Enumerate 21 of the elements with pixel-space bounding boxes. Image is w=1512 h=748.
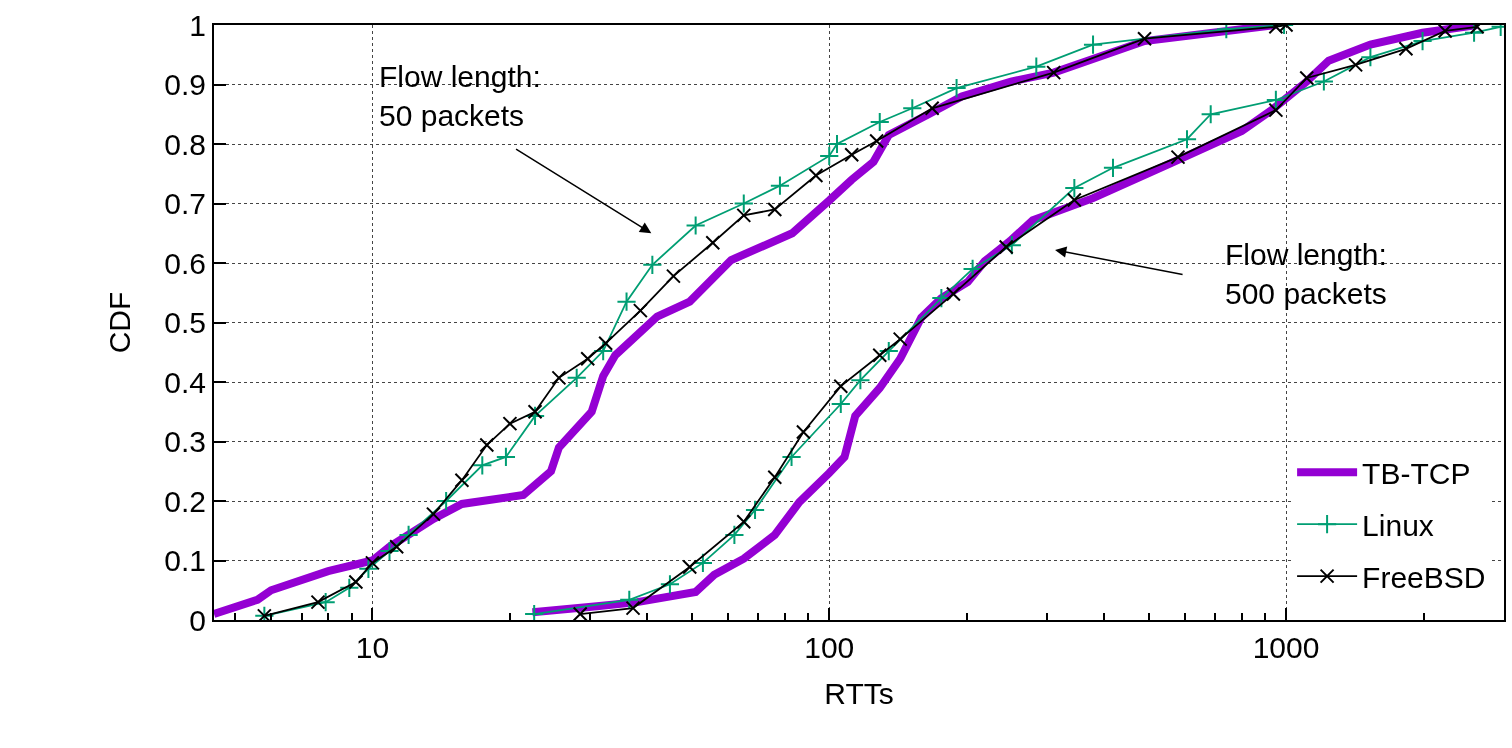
- y-tick-label: 0: [189, 603, 206, 637]
- y-tick-label: 0.4: [164, 365, 206, 399]
- legend-label: Linux: [1362, 508, 1434, 542]
- y-tick-label: 0.3: [164, 425, 206, 458]
- y-axis-title: CDF: [102, 291, 136, 354]
- y-tick-label: 0.5: [164, 306, 206, 339]
- y-tick-label: 0.2: [164, 484, 206, 518]
- legend-label: FreeBSD: [1362, 560, 1486, 594]
- annotation: Flow length: 50 packets: [379, 60, 541, 132]
- legend-label: TB-TCP: [1362, 456, 1471, 490]
- y-tick-label: 0.6: [164, 246, 206, 280]
- y-tick-label: 1: [189, 8, 206, 42]
- y-tick-label: 0.1: [164, 544, 206, 577]
- y-tick-label: 0.9: [164, 68, 206, 101]
- y-tick-label: 0.8: [164, 127, 206, 161]
- x-axis-title: RTTs: [824, 677, 894, 710]
- x-tick-label: 10: [355, 631, 390, 664]
- y-tick-label: 0.7: [164, 187, 206, 220]
- x-tick-label: 1000: [1252, 631, 1320, 664]
- x-tick-label: 100: [804, 631, 855, 664]
- annotation: Flow length: 500 packets: [1225, 238, 1387, 310]
